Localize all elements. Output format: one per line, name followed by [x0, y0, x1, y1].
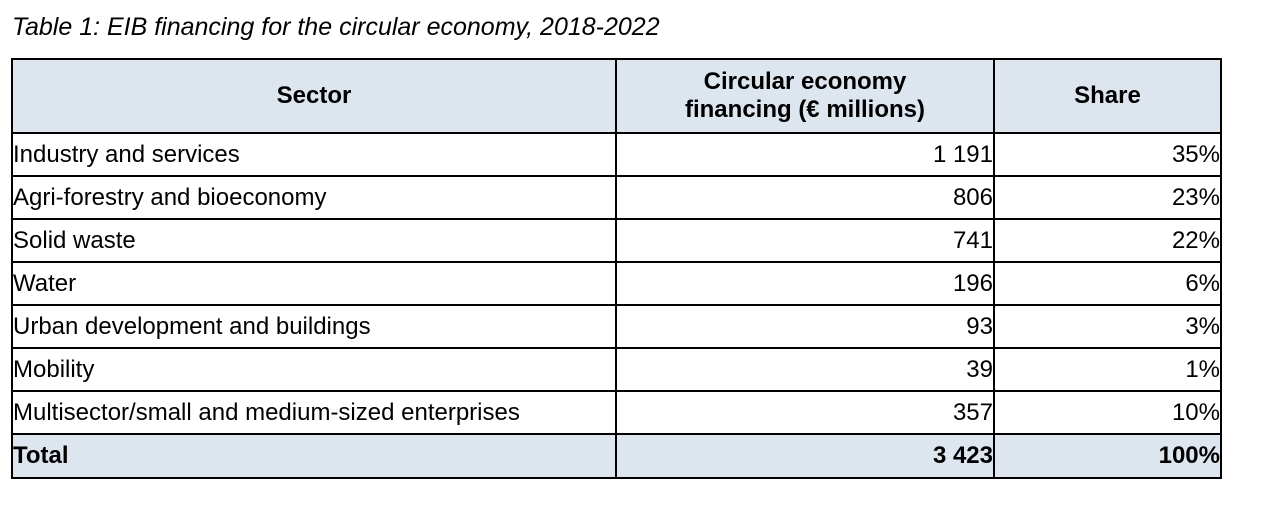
table-row: Agri-forestry and bioeconomy 806 23% [11, 175, 1222, 220]
table-row: Mobility 39 1% [11, 347, 1222, 392]
table-header-row: Sector Circular economy financing (€ mil… [11, 58, 1222, 134]
cell-share: 23% [993, 175, 1222, 220]
cell-sector: Solid waste [11, 218, 617, 263]
cell-share: 22% [993, 218, 1222, 263]
cell-sector: Mobility [11, 347, 617, 392]
cell-share: 3% [993, 304, 1222, 349]
cell-financing: 806 [615, 175, 995, 220]
header-share: Share [993, 58, 1222, 134]
header-financing-line1: Circular economy [703, 68, 907, 95]
cell-financing: 741 [615, 218, 995, 263]
financing-table: Sector Circular economy financing (€ mil… [11, 58, 1222, 479]
cell-sector: Urban development and buildings [11, 304, 617, 349]
cell-sector: Agri-forestry and bioeconomy [11, 175, 617, 220]
table-row: Multisector/small and medium-sized enter… [11, 390, 1222, 435]
table-caption: Table 1: EIB financing for the circular … [12, 13, 660, 41]
cell-share: 35% [993, 132, 1222, 177]
table-row: Water 196 6% [11, 261, 1222, 306]
cell-sector: Industry and services [11, 132, 617, 177]
total-financing: 3 423 [615, 433, 995, 479]
cell-sector: Multisector/small and medium-sized enter… [11, 390, 617, 435]
cell-share: 1% [993, 347, 1222, 392]
table-row: Urban development and buildings 93 3% [11, 304, 1222, 349]
header-financing: Circular economy financing (€ millions) [615, 58, 995, 134]
cell-financing: 93 [615, 304, 995, 349]
cell-sector: Water [11, 261, 617, 306]
header-financing-line2: financing (€ millions) [684, 96, 925, 123]
header-sector: Sector [11, 58, 617, 134]
cell-share: 10% [993, 390, 1222, 435]
cell-financing: 39 [615, 347, 995, 392]
total-share: 100% [993, 433, 1222, 479]
cell-financing: 357 [615, 390, 995, 435]
table-row: Industry and services 1 191 35% [11, 132, 1222, 177]
cell-share: 6% [993, 261, 1222, 306]
table-total-row: Total 3 423 100% [11, 433, 1222, 479]
cell-financing: 196 [615, 261, 995, 306]
total-label: Total [11, 433, 617, 479]
table-row: Solid waste 741 22% [11, 218, 1222, 263]
cell-financing: 1 191 [615, 132, 995, 177]
